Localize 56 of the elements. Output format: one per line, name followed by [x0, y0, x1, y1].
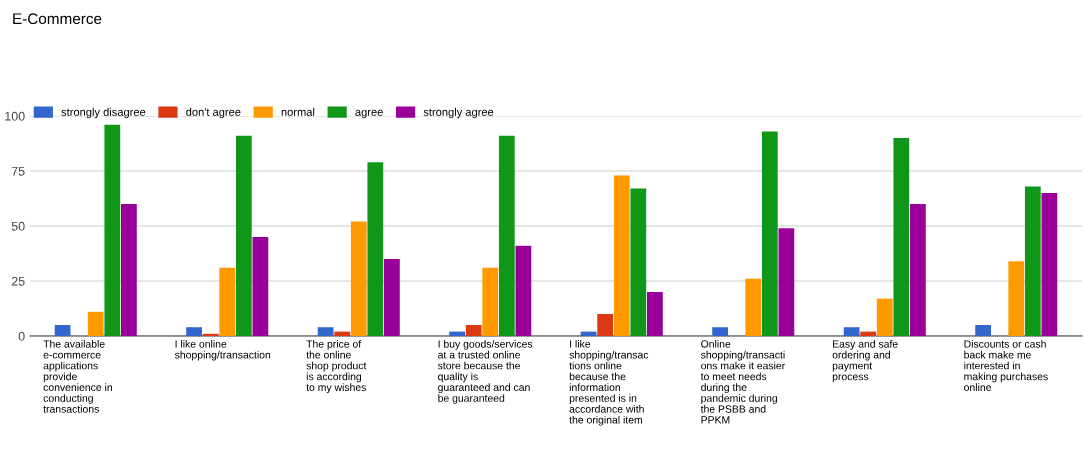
x-tick-label: Online shopping/transacti ons make it easier to meet needs during the pandemic during the PSBB and PPKM [700, 340, 786, 424]
bar [515, 245, 532, 336]
bar [761, 131, 778, 336]
legend-label: strongly disagree [61, 107, 146, 119]
bar [121, 204, 137, 336]
bar [778, 228, 795, 336]
bar [876, 298, 893, 336]
bar [202, 333, 219, 336]
bar [87, 311, 104, 336]
bar [712, 327, 728, 336]
legend-label: normal [281, 107, 315, 116]
x-tick-label: Discounts or cash back make me interested in making purchases online [964, 340, 1048, 392]
bar [186, 327, 202, 336]
x-tick-label: Easy and safe ordering and payment process [832, 340, 898, 383]
bar [317, 327, 334, 336]
bar [1024, 186, 1041, 336]
bar [350, 221, 367, 336]
bar [449, 331, 465, 336]
y-tick-label: 50 [11, 221, 25, 231]
bar [219, 267, 236, 336]
x-tick-label: The price of the online shop product is according to my wishes [306, 340, 367, 394]
bar [367, 162, 384, 336]
legend-label: don't agree [186, 107, 241, 119]
bar [613, 175, 630, 336]
bar [54, 325, 71, 336]
chart-title: E-Commerce [13, 13, 102, 25]
bar [597, 314, 614, 336]
bar [1041, 193, 1058, 336]
bar [334, 331, 351, 336]
bar [252, 237, 269, 336]
x-tick-label: I like online shopping/transaction [174, 340, 271, 361]
bar [630, 188, 647, 336]
legend-label: agree [355, 109, 383, 119]
y-tick-label: 0 [18, 331, 25, 341]
bar [843, 327, 860, 336]
bar [104, 124, 121, 336]
y-tick-label: 25 [11, 276, 25, 286]
bar [580, 331, 597, 336]
y-tick-label: 100 [5, 111, 25, 121]
bar [647, 292, 663, 336]
bar [498, 135, 515, 336]
bar [975, 325, 991, 336]
bar [893, 138, 910, 336]
bar [384, 259, 400, 336]
y-tick-label: 75 [11, 166, 25, 176]
bar [482, 267, 499, 336]
bar [465, 325, 482, 336]
bar [235, 135, 252, 336]
bar [910, 204, 926, 336]
x-tick-label: I like shopping/transac tions online because the information presented is in accordance with the original item [569, 340, 649, 426]
bar [1008, 261, 1025, 336]
x-tick-label: I buy goods/services at a trusted online store because the quality is guaranteed and can be guaranteed [437, 340, 533, 404]
bar [860, 331, 877, 336]
bar [745, 278, 762, 336]
legend-label: strongly agree [423, 107, 494, 119]
x-tick-label: The available e-commerce applications provide convenience in conducting transactions [43, 340, 112, 413]
